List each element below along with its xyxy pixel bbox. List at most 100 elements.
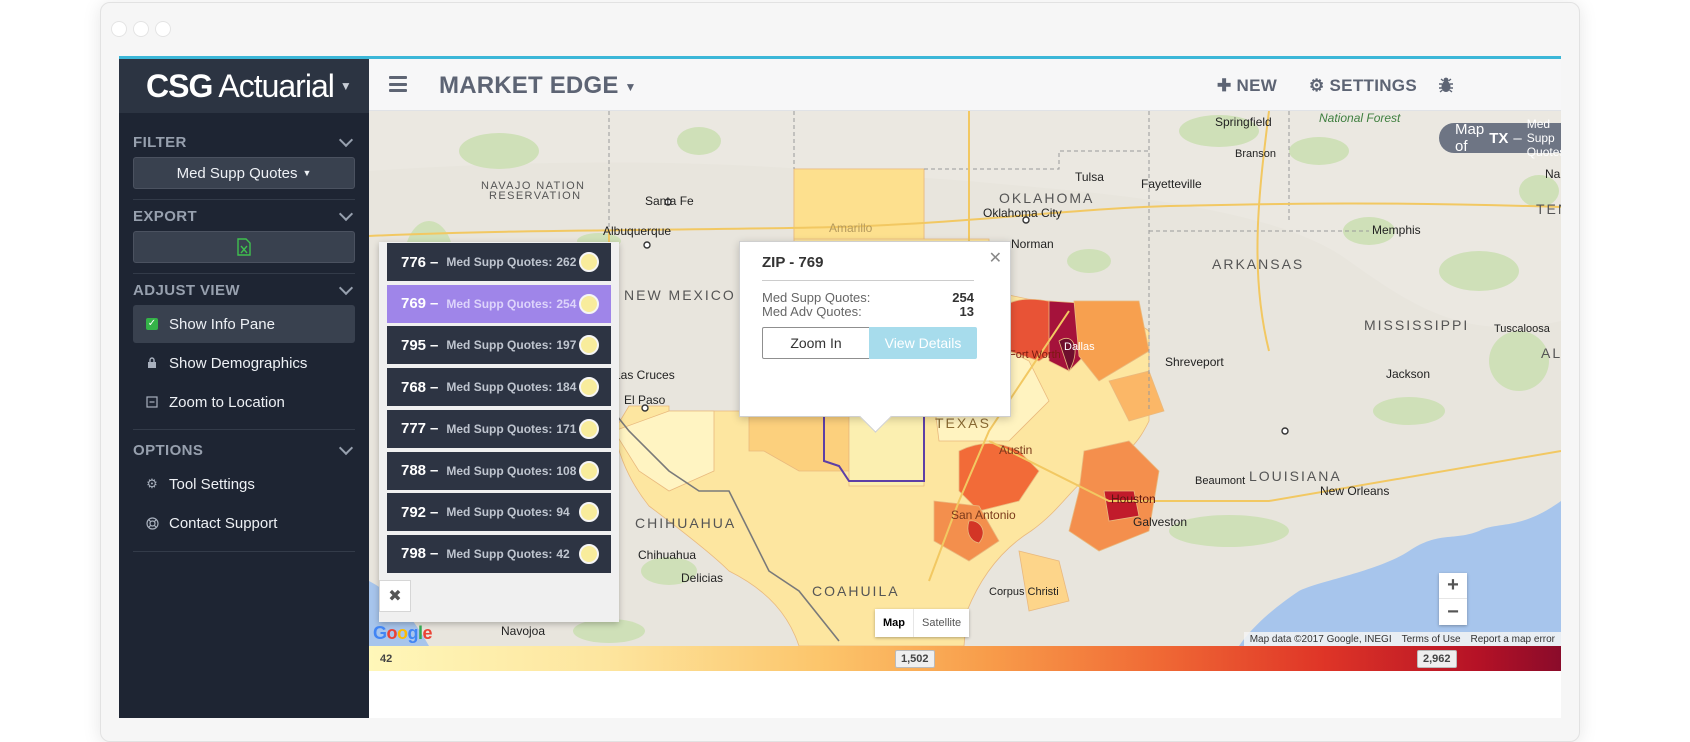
zip-code: 769 — [401, 295, 427, 313]
zoom-out-icon[interactable]: − — [1447, 600, 1459, 623]
options-section-header[interactable]: OPTIONS — [133, 439, 355, 461]
map-label: National Forest — [1319, 111, 1401, 125]
zip-list-item[interactable]: 768– Med Supp Quotes: 184 — [387, 368, 611, 407]
new-button[interactable]: ✚ NEW — [1217, 76, 1277, 96]
contact-support-link[interactable]: Contact Support — [133, 504, 355, 542]
color-swatch-icon — [579, 335, 599, 356]
zip-metric-label: Med Supp Quotes: — [446, 546, 553, 561]
map-label: Memphis — [1372, 223, 1421, 237]
color-swatch-icon — [579, 377, 599, 398]
map-label: CHIHUAHUA — [635, 515, 737, 531]
show-info-pane-label: Show Info Pane — [169, 315, 275, 333]
map-label: Fort Worth — [1009, 349, 1061, 361]
map-label: MISSISSIPPI — [1364, 317, 1470, 333]
popup-row-label: Med Adv Quotes: — [762, 304, 862, 319]
export-excel-button[interactable] — [133, 231, 355, 263]
app: CSG Actuarial ▼ FILTER Med Supp Quotes ▼ EX… — [119, 56, 1561, 718]
filter-dropdown[interactable]: Med Supp Quotes ▼ — [133, 157, 355, 189]
map-label: Oklahoma City — [983, 206, 1062, 220]
zip-metric-label: Med Supp Quotes: — [446, 296, 553, 311]
zip-metric-value: 262 — [556, 255, 577, 269]
window-maximize-dot[interactable] — [155, 21, 171, 37]
filter-section-header[interactable]: FILTER — [133, 131, 355, 153]
bug-report-button[interactable] — [1437, 76, 1455, 94]
show-demographics-label: Show Demographics — [169, 354, 308, 372]
export-section-header[interactable]: EXPORT — [133, 205, 355, 227]
brand-rest: Actuarial — [218, 67, 334, 104]
map-label: Tuscaloosa — [1494, 323, 1550, 335]
map-title-dash: – — [1513, 129, 1522, 147]
filter-title: FILTER — [133, 133, 187, 151]
map-label: Santa Fe — [645, 194, 694, 208]
terms-of-use-link[interactable]: Terms of Use — [1401, 633, 1461, 645]
app-title-dropdown[interactable]: MARKET EDGE ▼ — [439, 72, 637, 100]
zip-list-item[interactable]: 769– Med Supp Quotes: 254 — [387, 284, 611, 323]
map-label: Amarillo — [829, 221, 873, 235]
chevron-down-icon — [338, 132, 354, 148]
popup-row-label: Med Supp Quotes: — [762, 290, 871, 305]
zip-code: 768 — [401, 378, 427, 396]
caret-down-icon: ▼ — [302, 168, 312, 178]
zip-list-item[interactable]: 788– Med Supp Quotes: 108 — [387, 451, 611, 490]
zip-list-item[interactable]: 777– Med Supp Quotes: 171 — [387, 409, 611, 448]
bug-icon — [1439, 77, 1453, 93]
map-label: ARKANSAS — [1212, 256, 1305, 272]
show-demographics-toggle[interactable]: Show Demographics — [133, 344, 355, 382]
zip-metric-value: 42 — [556, 546, 570, 561]
zip-list-item[interactable]: 776– Med Supp Quotes: 262 — [387, 243, 611, 281]
map-title-metric: Med Supp Quotes — [1526, 117, 1561, 159]
popup-row: Med Adv Quotes: 13 — [762, 304, 974, 319]
legend-min: 42 — [380, 653, 393, 665]
map-label: Na — [1545, 167, 1561, 181]
map-type-map-button[interactable]: Map — [883, 617, 905, 629]
map-label: Dallas — [1064, 341, 1095, 353]
chevron-down-icon — [338, 206, 354, 222]
map-label: Galveston — [1133, 515, 1188, 529]
hamburger-menu-icon[interactable] — [389, 76, 407, 92]
plus-icon: ✚ — [1217, 76, 1232, 95]
map-label: OKLAHOMA — [999, 190, 1095, 206]
map-area[interactable]: NAVAJO NATION RESERVATION Santa Fe Albuq… — [369, 111, 1561, 646]
map-title-state: TX — [1489, 129, 1509, 147]
gear-icon: ⚙ — [1309, 76, 1325, 95]
zip-metric-value: 184 — [556, 380, 577, 395]
color-swatch-icon — [579, 460, 599, 481]
zip-dash: – — [430, 420, 439, 438]
zip-dash: – — [430, 295, 439, 313]
zip-metric-value: 171 — [556, 421, 577, 436]
color-swatch-icon — [579, 293, 599, 314]
show-info-pane-toggle[interactable]: ✓ Show Info Pane — [133, 305, 355, 343]
brand-logo[interactable]: CSG Actuarial ▼ — [119, 59, 369, 113]
zip-metric-label: Med Supp Quotes: — [446, 338, 553, 353]
report-map-error-link[interactable]: Report a map error — [1470, 633, 1555, 645]
color-swatch-icon — [579, 252, 599, 272]
close-info-pane-button[interactable]: ✖ — [379, 580, 411, 612]
window-minimize-dot[interactable] — [133, 21, 149, 37]
window-close-dot[interactable] — [111, 21, 127, 37]
settings-label: SETTINGS — [1329, 76, 1417, 95]
map-type-satellite-button[interactable]: Satellite — [913, 609, 969, 637]
contact-support-label: Contact Support — [169, 514, 278, 532]
zip-code: 792 — [401, 503, 427, 521]
close-icon[interactable]: ✕ — [988, 250, 1002, 267]
zip-list-item[interactable]: 795– Med Supp Quotes: 197 — [387, 326, 611, 365]
zoom-in-button[interactable]: Zoom In — [762, 327, 870, 359]
excel-file-icon — [237, 238, 251, 256]
zoom-in-icon[interactable]: + — [1439, 573, 1467, 599]
tool-settings-link[interactable]: ⚙ Tool Settings — [133, 465, 355, 503]
adjust-view-section-header[interactable]: ADJUST VIEW — [133, 279, 355, 301]
zip-list-item[interactable]: 798– Med Supp Quotes: 42 — [387, 534, 611, 573]
zoom-to-location-toggle[interactable]: Zoom to Location — [133, 383, 355, 421]
filter-value: Med Supp Quotes — [176, 164, 298, 182]
caret-down-icon: ▼ — [339, 79, 352, 93]
map-label: Chihuahua — [638, 548, 697, 562]
divider — [133, 429, 355, 430]
zip-metric-value: 108 — [556, 463, 577, 478]
view-details-button[interactable]: View Details — [869, 327, 977, 359]
zip-code: 776 — [401, 253, 427, 271]
map-type-control: Map Satellite — [875, 609, 970, 637]
sidebar: CSG Actuarial ▼ FILTER Med Supp Quotes ▼ EX… — [119, 59, 369, 718]
settings-button[interactable]: ⚙ SETTINGS — [1309, 76, 1417, 96]
zip-code: 777 — [401, 420, 427, 438]
zip-list-item[interactable]: 792– Med Supp Quotes: 94 — [387, 493, 611, 532]
